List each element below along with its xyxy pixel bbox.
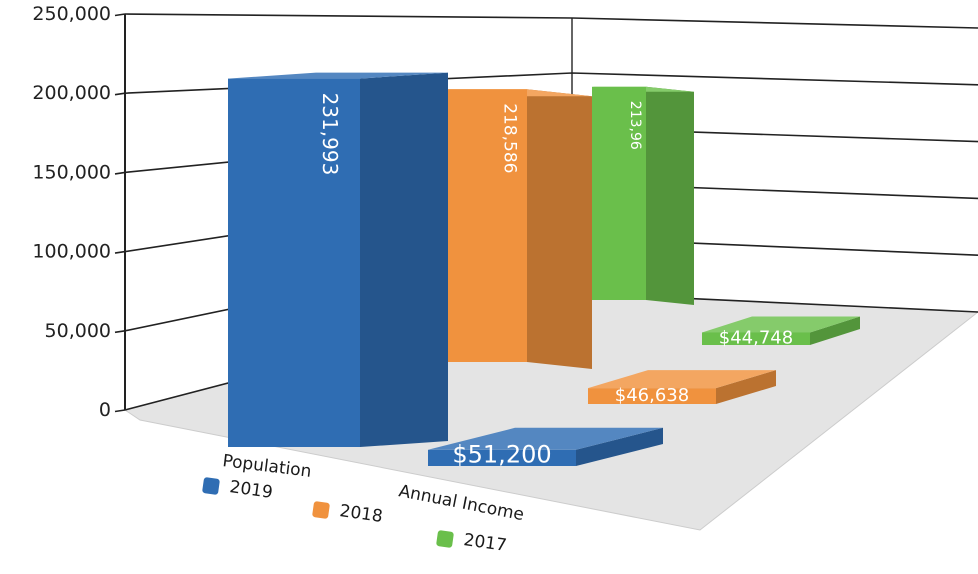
bar-side	[360, 72, 448, 447]
y-tick-label: 50,000	[45, 320, 111, 342]
bar-side	[716, 370, 776, 404]
legend-swatch	[436, 530, 454, 548]
bar-side	[527, 89, 592, 369]
y-tick-label: 250,000	[32, 3, 111, 25]
bar-2017-population: 213,96	[592, 86, 694, 305]
data-label: $46,638	[615, 385, 689, 406]
tick-mark	[114, 250, 126, 254]
bar-2018-population: 218,586	[447, 89, 592, 369]
bar-front	[228, 78, 360, 447]
data-label: 213,96	[627, 101, 643, 150]
legend-item: 2019	[202, 477, 274, 503]
bar-front	[592, 86, 646, 300]
legend-label: 2019	[228, 477, 274, 503]
bar-front	[428, 449, 576, 466]
legend: 2019 2018 2017	[202, 477, 508, 556]
legend-item: 2017	[436, 530, 508, 556]
tick-mark	[114, 409, 126, 413]
legend-label: 2018	[338, 501, 384, 527]
bar-2019-population: 231,993	[228, 72, 448, 447]
data-label: $44,748	[719, 327, 793, 348]
bar-side	[810, 316, 860, 345]
tick-mark	[114, 92, 126, 96]
bar-2017-annual-income: $44,748	[702, 316, 860, 348]
legend-swatch	[312, 501, 330, 519]
data-label: 231,993	[318, 93, 342, 176]
gridline	[124, 13, 978, 29]
data-label: $51,200	[452, 441, 551, 469]
bar-front	[588, 388, 716, 404]
bar-top	[428, 427, 663, 450]
legend-item: 2018	[312, 501, 384, 527]
bar-top	[588, 370, 776, 389]
bar-2019-annual-income: $51,200	[428, 427, 663, 469]
bar-side	[576, 427, 663, 466]
tick-mark	[114, 13, 126, 17]
bar-top	[228, 72, 448, 79]
bar-side	[646, 86, 694, 305]
bars: $44,748 $46,638 213,96 218,586 231,993 $51,20…	[228, 72, 860, 469]
y-tick-label: 100,000	[32, 241, 111, 263]
bar-front	[447, 89, 527, 362]
legend-swatch	[202, 477, 220, 495]
bar-top	[702, 316, 860, 333]
data-label: 218,586	[500, 103, 520, 173]
legend-label: 2017	[462, 530, 508, 556]
tick-mark	[114, 330, 126, 334]
y-tick-label: 150,000	[32, 161, 111, 183]
y-tick-label: 0	[99, 399, 111, 421]
bar-front	[702, 332, 810, 345]
tick-mark	[114, 171, 126, 175]
y-tick-label: 200,000	[32, 82, 111, 104]
y-axis-ticks: 0 50,000 100,000 150,000 200,000 250,000	[32, 3, 126, 421]
bar-2018-annual-income: $46,638	[588, 370, 776, 406]
